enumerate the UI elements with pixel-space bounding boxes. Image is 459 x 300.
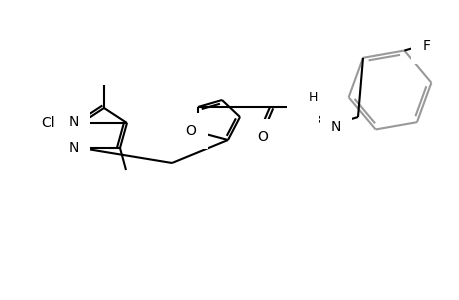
Text: F: F [421, 38, 430, 52]
Text: H: H [308, 91, 317, 103]
Text: N: N [69, 115, 79, 129]
Text: O: O [185, 124, 196, 138]
Text: N: N [330, 120, 341, 134]
Text: Cl: Cl [41, 116, 55, 130]
Text: N: N [69, 141, 79, 155]
Text: N: N [297, 99, 308, 113]
Text: O: O [257, 130, 268, 144]
